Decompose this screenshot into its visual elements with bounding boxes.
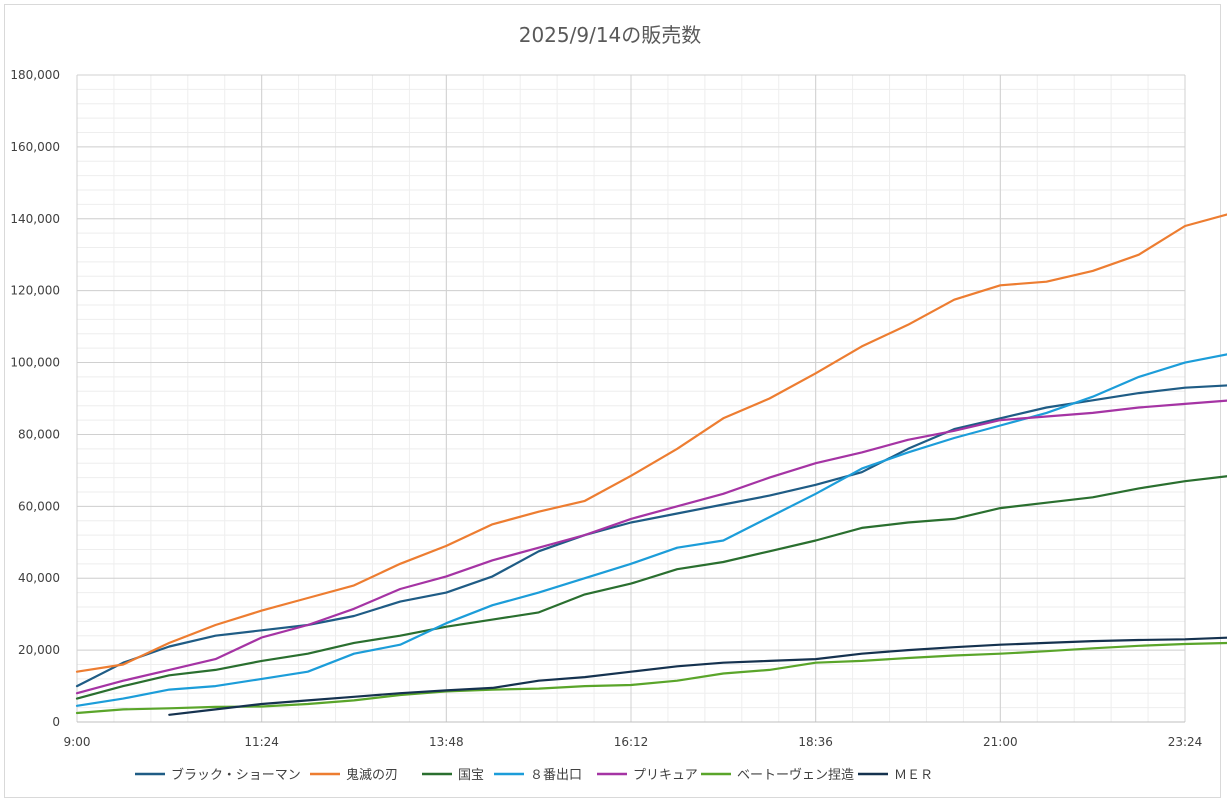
- legend-item-3: ８番出口: [494, 768, 582, 783]
- x-tick-label: 21:00: [983, 735, 1018, 749]
- y-tick-label: 160,000: [10, 140, 60, 154]
- y-tick-label: 120,000: [10, 284, 60, 298]
- series-line-3: [75, 353, 1227, 707]
- series-line-1: [75, 213, 1227, 673]
- series-line-0: [75, 384, 1227, 688]
- legend-item-6: ＭＥＲ: [858, 768, 933, 783]
- legend-label: プリキュア: [633, 768, 698, 783]
- x-tick-label: 23:24: [1168, 735, 1203, 749]
- series-line-2: [75, 475, 1227, 700]
- x-tick-label: 16:12: [614, 735, 649, 749]
- legend-label: ベートーヴェン捏造: [737, 767, 854, 783]
- legend-label: ブラック・ショーマン: [171, 767, 301, 783]
- x-axis: 9:00 11:24 13:48 16:12 18:36 21:00 23:24: [64, 721, 1203, 749]
- y-tick-label: 40,000: [18, 571, 60, 585]
- legend-item-2: 国宝: [422, 768, 484, 783]
- y-tick-label: 0: [52, 715, 60, 729]
- y-tick-label: 180,000: [10, 68, 60, 82]
- chart-title: 2025/9/14の販売数: [519, 23, 702, 47]
- series-line-4: [75, 399, 1227, 695]
- y-tick-label: 20,000: [18, 643, 60, 657]
- y-tick-label: 100,000: [10, 356, 60, 370]
- y-tick-label: 60,000: [18, 499, 60, 513]
- legend-item-4: プリキュア: [597, 768, 698, 783]
- legend-label: 国宝: [458, 768, 484, 783]
- y-tick-label: 80,000: [18, 427, 60, 441]
- x-tick-label: 18:36: [798, 735, 833, 749]
- legend-label: ８番出口: [530, 768, 582, 783]
- legend-item-1: 鬼滅の刃: [310, 767, 398, 783]
- x-tick-label: 11:24: [244, 735, 279, 749]
- y-axis: 0 20,000 40,000 60,000 80,000 100,000 120,000 1…: [10, 68, 60, 729]
- x-tick-label: 13:48: [429, 735, 464, 749]
- y-tick-label: 140,000: [10, 212, 60, 226]
- legend-label: 鬼滅の刃: [346, 767, 398, 783]
- legend-item-5: ベートーヴェン捏造: [701, 767, 854, 783]
- legend: ブラック・ショーマン 鬼滅の刃 国宝 ８番出口 プリキュア ベートーヴェン捏造 ＭＥＲ: [135, 767, 933, 783]
- legend-item-0: ブラック・ショーマン: [135, 767, 301, 783]
- series-lines: [75, 213, 1227, 716]
- chart-frame: [4, 4, 1221, 798]
- major-gridlines: [76, 74, 1186, 723]
- series-line-6: [168, 636, 1227, 716]
- x-tick-label: 9:00: [64, 735, 91, 749]
- series-line-5: [75, 641, 1227, 715]
- legend-label: ＭＥＲ: [894, 768, 933, 783]
